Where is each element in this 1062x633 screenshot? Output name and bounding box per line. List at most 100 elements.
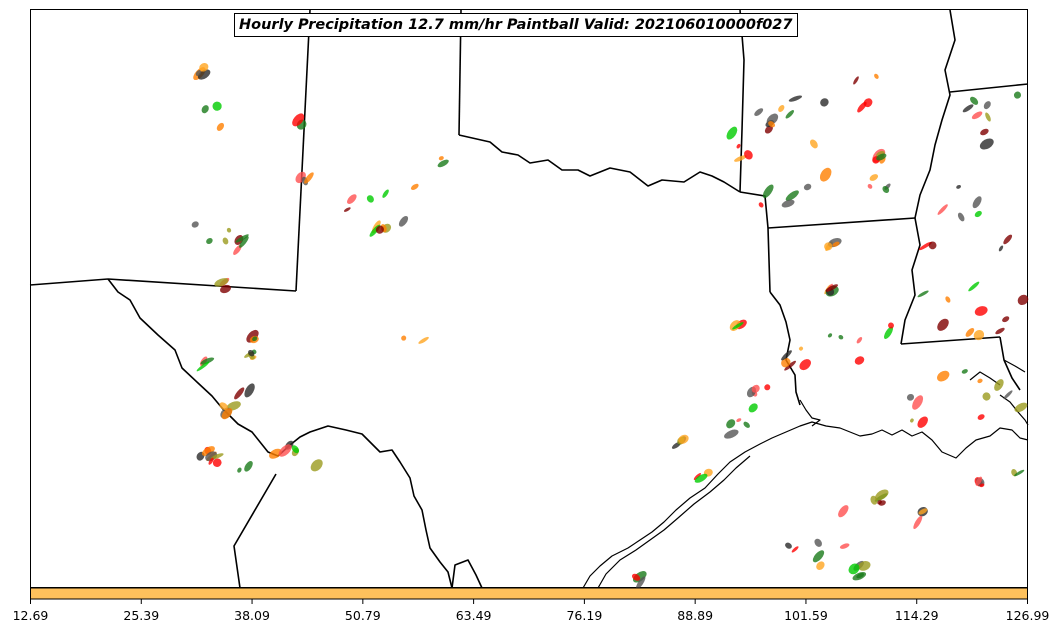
paintball-blob [219, 284, 232, 294]
paintball-blob [343, 207, 351, 212]
paintball-blob [235, 234, 249, 243]
paintball-blob [824, 242, 833, 251]
paintball-blob [856, 336, 863, 344]
paintball-blob [785, 542, 792, 549]
paintball-blob [877, 499, 882, 505]
paintball-blob [918, 508, 928, 515]
paintball-blob [810, 139, 818, 149]
paintball-blob [803, 183, 812, 191]
paintball-blob [965, 327, 975, 337]
colorbar-ticks: 12.69 25.39 38.09 50.79 63.49 76.19 88.89 101.5… [13, 599, 1049, 623]
colorbar-tick-label: 50.79 [345, 608, 381, 623]
mexico-state-line-2 [451, 559, 483, 589]
paintball-blob [221, 407, 233, 420]
paintball-blob [945, 296, 951, 303]
paintball-blob [974, 306, 988, 316]
paintball-blob [1014, 469, 1025, 477]
nm-tx-border [295, 9, 311, 292]
paintball-blob [912, 395, 924, 410]
colorbar-fill [30, 587, 1028, 600]
paintball-blob [781, 199, 795, 208]
paintball-blob [994, 379, 1004, 391]
paintball-blob [724, 429, 739, 439]
paintball-layer [191, 62, 1029, 590]
coastlines [582, 359, 1029, 589]
paintball-blob [216, 122, 225, 131]
mississippi-river-border [900, 9, 956, 345]
paintball-blob [998, 245, 1004, 252]
colorbar [30, 587, 1028, 600]
paintball-blob [239, 236, 249, 248]
paintball-blob [838, 505, 849, 518]
colorbar-tick-label: 38.09 [234, 608, 270, 623]
paintball-blob [917, 416, 928, 428]
paintball-blob [748, 403, 758, 413]
paintball-blob [693, 472, 702, 481]
paintball-blob [694, 473, 708, 483]
paintball-blob [971, 111, 983, 120]
paintball-blob [832, 241, 840, 247]
paintball-blob [1013, 91, 1022, 99]
paintball-blob [437, 159, 449, 168]
paintball-blob [781, 350, 792, 361]
paintball-blob [980, 128, 989, 136]
paintball-blob [854, 356, 865, 365]
paintball-blob [816, 561, 825, 570]
paintball-blob [1003, 234, 1013, 245]
paintball-blob [977, 378, 983, 384]
la-ms-border [900, 336, 1001, 345]
paintball-blob [937, 204, 948, 215]
paintball-blob [269, 448, 282, 459]
paintball-blob [812, 550, 825, 563]
paintball-blob [814, 538, 822, 547]
rio-grande-border [107, 278, 453, 589]
ms-pearl-river [999, 336, 1021, 391]
paintball-blob [962, 104, 974, 113]
paintball-blob [375, 225, 384, 234]
paintball-blob [764, 125, 773, 134]
paintball-blob [906, 393, 915, 401]
paintball-blob [975, 476, 983, 486]
paintball-blob [977, 414, 985, 420]
paintball-blob [743, 421, 750, 428]
paintball-blob [754, 108, 764, 116]
colorbar-tick-label: 88.89 [677, 608, 713, 623]
paintball-blob [758, 202, 764, 208]
paintball-blob [781, 357, 791, 368]
paintball-blob [839, 543, 850, 549]
paintball-blob [196, 361, 210, 372]
paintball-blob [418, 336, 429, 344]
nm-mexico-border [29, 278, 109, 286]
galveston-bay [799, 399, 821, 427]
paintball-blob [736, 143, 741, 149]
colorbar-tick-label: 114.29 [895, 608, 939, 623]
paintball-blob [726, 126, 738, 140]
paintball-blob [979, 138, 994, 150]
paintball-blob [957, 212, 965, 222]
paintball-blob [913, 515, 923, 530]
paintball-blob [863, 98, 873, 108]
paintball-blob [888, 322, 894, 329]
paintball-blob [226, 227, 232, 233]
paintball-blob [1017, 294, 1029, 306]
paintball-blob [201, 105, 209, 114]
paintball-blob [884, 326, 893, 340]
paintball-blob [838, 334, 844, 340]
paintball-blob [410, 183, 419, 190]
paintball-blob [244, 383, 255, 398]
paintball-blob [985, 112, 991, 122]
paintball-blob [211, 453, 224, 460]
paintball-blob [726, 419, 736, 429]
paintball-blob [736, 418, 742, 422]
paintball-blob [983, 101, 991, 110]
paintball-blob [244, 461, 253, 472]
colorbar-tick-label: 12.69 [13, 608, 49, 623]
paintball-blob [827, 333, 833, 338]
paintball-blob [631, 573, 641, 581]
paintball-blob [278, 444, 292, 457]
colorbar-tick-label: 63.49 [456, 608, 492, 623]
paintball-blob [910, 418, 914, 423]
paintball-blob [848, 563, 860, 575]
paintball-blob [212, 101, 222, 111]
